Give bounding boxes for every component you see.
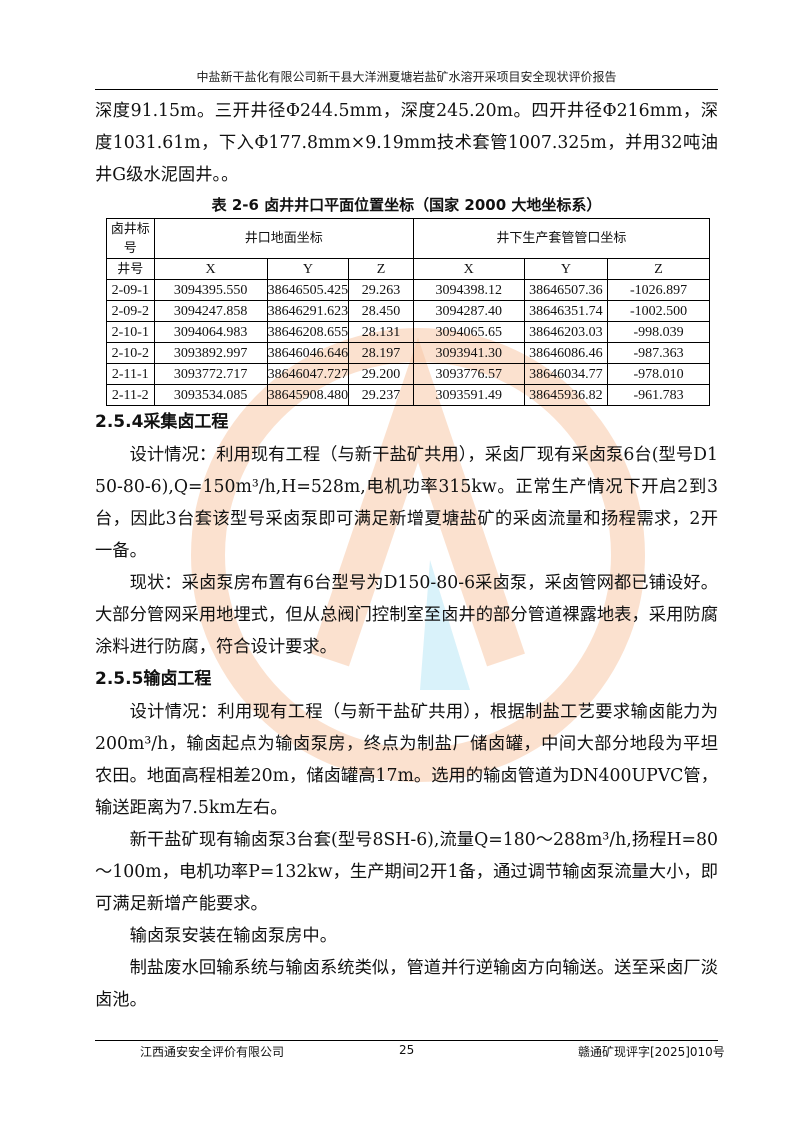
header-surface-coords: 井口地面坐标: [153, 218, 414, 259]
coordinate-cell: 38646208.655: [266, 321, 350, 343]
coordinate-cell: 29.263: [348, 279, 414, 301]
paragraph: 设计情况：利用现有工程（与新干盐矿共用），采卤厂现有采卤泵6台(型号D150-8…: [95, 445, 718, 561]
coordinate-cell: 3093892.997: [153, 342, 268, 364]
coordinate-cell: 3093776.57: [412, 363, 525, 385]
table-row: 2-10-1 3094064.983 38646208.655 28.131 30940…: [106, 321, 710, 343]
coordinate-cell: 3094065.65: [412, 321, 525, 343]
coordinate-cell: -998.039: [607, 321, 710, 343]
table-row: 2-09-1 3094395.550 38646505.425 29.263 30943…: [106, 279, 710, 301]
well-id-cell: 2-10-2: [106, 342, 155, 364]
paragraph: 制盐废水回输系统与输卤系统类似，管道并行逆输卤方向输送。送至采卤厂淡卤池。: [95, 958, 718, 1010]
coordinate-cell: 38646046.646: [266, 342, 350, 364]
coordinate-cell: -1026.897: [607, 279, 710, 301]
coordinate-cell: 3093772.717: [153, 363, 268, 385]
coordinate-cell: 38645936.82: [523, 384, 609, 406]
paragraph: 现状：采卤泵房布置有6台型号为D150-80-6采卤泵，采卤管网都已铺设好。大部…: [95, 573, 718, 657]
coordinate-cell: 38646034.77: [523, 363, 609, 385]
coordinate-cell: 3093534.085: [153, 384, 268, 406]
page-number: 25: [399, 1043, 415, 1057]
col-header: X: [153, 258, 268, 280]
paragraph: 设计情况：利用现有工程（与新干盐矿共用），根据制盐工艺要求输卤能力为200m³/…: [95, 702, 718, 818]
coordinate-cell: 28.450: [348, 300, 414, 322]
coordinate-cell: 3094287.40: [412, 300, 525, 322]
coordinate-cell: 3094064.983: [153, 321, 268, 343]
coordinate-cell: 28.131: [348, 321, 414, 343]
coordinate-cell: -978.010: [607, 363, 710, 385]
footer-company: 江西通安安全评价有限公司: [140, 1045, 285, 1059]
table-row: 2-11-1 3093772.717 38646047.727 29.200 30937…: [106, 363, 710, 385]
coordinate-cell: 29.237: [348, 384, 414, 406]
coordinate-cell: 3094395.550: [153, 279, 268, 301]
well-id-cell: 2-09-1: [106, 279, 155, 301]
coordinate-cell: 38646351.74: [523, 300, 609, 322]
coordinate-cell: 38646203.03: [523, 321, 609, 343]
coordinate-cell: 38646507.36: [523, 279, 609, 301]
table-row: 2-11-2 3093534.085 38645908.480 29.237 30935…: [106, 384, 710, 406]
coordinate-cell: 3093591.49: [412, 384, 525, 406]
page-body: 深度91.15m。三开井径Φ244.5mm，深度245.20m。四开井径Φ216…: [95, 95, 718, 1016]
coordinate-cell: 3093941.30: [412, 342, 525, 364]
well-id-cell: 2-10-1: [106, 321, 155, 343]
table-row: 2-10-2 3093892.997 38646046.646 28.197 30939…: [106, 342, 710, 364]
intro-paragraph: 深度91.15m。三开井径Φ244.5mm，深度245.20m。四开井径Φ216…: [95, 101, 718, 185]
col-header: Z: [348, 258, 414, 280]
header-well: 井号: [106, 258, 155, 280]
running-header: 中盐新干盐化有限公司新干县大洋洲夏塘岩盐矿水溶开采项目安全现状评价报告: [196, 70, 617, 84]
coordinate-cell: 38645908.480: [266, 384, 350, 406]
well-id-cell: 2-09-2: [106, 300, 155, 322]
coordinate-cell: -987.363: [607, 342, 710, 364]
coordinate-cell: 3094247.858: [153, 300, 268, 322]
footer-rule: [95, 1040, 718, 1041]
coordinate-cell: 3094398.12: [412, 279, 525, 301]
coordinate-cell: 38646505.425: [266, 279, 350, 301]
coordinate-cell: -961.783: [607, 384, 710, 406]
coordinate-cell: 38646291.623: [266, 300, 350, 322]
well-id-cell: 2-11-2: [106, 384, 155, 406]
well-coordinates-table: 卤井标号 井口地面坐标 井下生产套管管口坐标 井号 X Y Z X Y Z 2-…: [106, 218, 711, 406]
section-heading-255: 2.5.5输卤工程: [95, 669, 212, 689]
coordinate-cell: 29.200: [348, 363, 414, 385]
coordinate-cell: 28.197: [348, 342, 414, 364]
header-rule: [95, 89, 718, 90]
col-header: X: [412, 258, 525, 280]
table-caption: 表 2-6 卤井井口平面位置坐标（国家 2000 大地坐标系）: [211, 196, 602, 214]
well-id-cell: 2-11-1: [106, 363, 155, 385]
col-header: Z: [607, 258, 710, 280]
footer-doc-number: 赣通矿现评字[2025]010号: [578, 1045, 725, 1059]
section-heading-254: 2.5.4采集卤工程: [95, 412, 229, 432]
paragraph: 输卤泵安装在输卤泵房中。: [129, 926, 337, 946]
col-header: Y: [266, 258, 350, 280]
paragraph: 新干盐矿现有输卤泵3台套(型号8SH-6),流量Q=180～288m³/h,扬程…: [95, 830, 718, 914]
col-header: Y: [523, 258, 609, 280]
table-row: 2-09-2 3094247.858 38646291.623 28.450 30942…: [106, 300, 710, 322]
coordinate-cell: 38646047.727: [266, 363, 350, 385]
coordinate-cell: 38646086.46: [523, 342, 609, 364]
header-downhole-coords: 井下生产套管管口坐标: [412, 218, 711, 259]
header-well-number: 卤井标号: [106, 218, 155, 259]
coordinate-cell: -1002.500: [607, 300, 710, 322]
